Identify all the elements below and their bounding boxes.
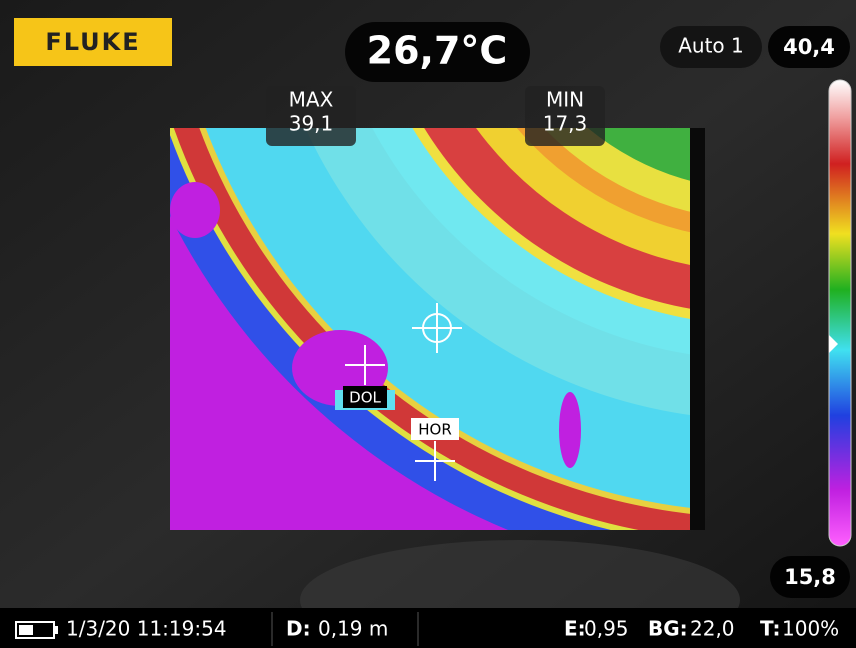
spot-label: HOR (418, 421, 452, 439)
brand: FLUKE (45, 28, 140, 56)
min-value: 17,3 (543, 112, 588, 136)
thermal-image (170, 128, 705, 530)
spot-label-box (411, 418, 459, 440)
spot-label: DOL (349, 389, 381, 407)
status-bar (0, 608, 856, 648)
transmission: 100% (782, 617, 839, 641)
scale-pointer (829, 335, 838, 353)
distance-label: D: (286, 617, 311, 641)
background-temp: 22,0 (690, 617, 735, 641)
temp-pill (345, 22, 530, 82)
distance: 0,19 m (318, 617, 388, 641)
range-mode[interactable]: Auto 1 (678, 34, 744, 58)
datetime: 1/3/20 11:19:54 (66, 617, 227, 641)
background-label: BG: (648, 617, 688, 641)
scale-min: 15,8 (784, 565, 836, 589)
emissivity: 0,95 (584, 617, 629, 641)
min-label: MIN (546, 88, 584, 112)
color-scale (828, 79, 852, 547)
brand-badge (14, 18, 172, 66)
scale-min-pill (770, 556, 850, 598)
battery-icon (15, 621, 58, 639)
max-box (266, 86, 356, 146)
mode-pill (660, 26, 762, 68)
transmission-label: T: (760, 617, 781, 641)
min-box (525, 86, 605, 146)
center-temperature: 26,7°C (367, 29, 508, 73)
scale-max-pill (768, 26, 850, 68)
spot-label-box (343, 386, 387, 408)
scale-max: 40,4 (783, 35, 835, 59)
emissivity-label: E: (564, 617, 586, 641)
max-value: 39,1 (289, 112, 334, 136)
crosshairs (345, 303, 462, 481)
max-label: MAX (289, 88, 334, 112)
